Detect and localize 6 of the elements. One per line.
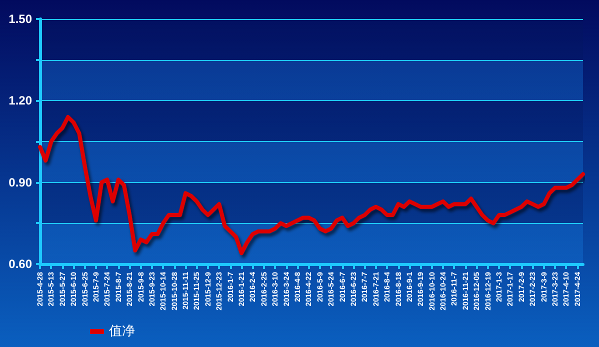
legend-label: 值净 <box>109 324 135 339</box>
y-tick-label: 0.60 <box>8 257 32 271</box>
y-tick-label: 1.20 <box>8 94 32 108</box>
y-tick-label: 0.90 <box>8 175 32 190</box>
line-series <box>38 115 585 256</box>
y-tick-label: 1.50 <box>8 12 32 26</box>
